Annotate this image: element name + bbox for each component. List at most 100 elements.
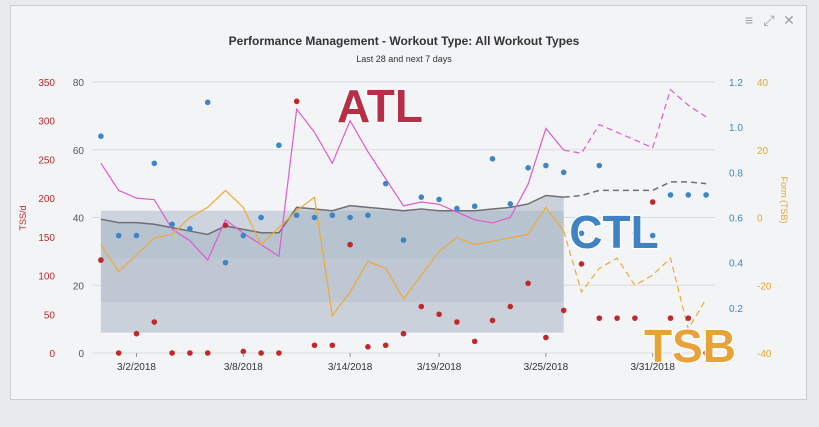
tss-tick-label: 100 xyxy=(38,272,55,283)
if-point xyxy=(98,133,104,139)
close-icon[interactable]: ✕ xyxy=(783,12,795,28)
tsb-line xyxy=(100,189,565,318)
if-point xyxy=(543,162,549,169)
if-point xyxy=(649,232,656,239)
chart-controls: ≡ ⤢ ✕ xyxy=(742,13,796,27)
ctl-tick-label: 60 xyxy=(73,146,85,157)
menu-icon[interactable]: ≡ xyxy=(744,12,754,28)
tss-point xyxy=(311,342,318,349)
if-point xyxy=(685,192,692,198)
tss-point xyxy=(649,199,656,205)
callout-ctl: CTL xyxy=(569,206,658,258)
atl-line-future xyxy=(563,88,707,154)
tss-point xyxy=(667,315,674,321)
if-point xyxy=(311,214,318,221)
atl-line xyxy=(100,107,565,262)
if-tick-label: 1.2 xyxy=(729,78,743,89)
tss-point xyxy=(471,338,478,345)
if-point xyxy=(667,192,674,198)
if-point xyxy=(400,237,407,243)
tss-point xyxy=(560,307,567,314)
tss-point xyxy=(347,241,353,248)
if-point xyxy=(525,165,531,171)
chart-title: Performance Management - Workout Type: A… xyxy=(229,34,580,48)
ctl-line-future xyxy=(563,181,707,198)
tss-point xyxy=(222,222,229,229)
tss-point xyxy=(400,330,407,337)
if-point xyxy=(187,225,193,232)
if-point xyxy=(169,221,175,228)
tss-tick-label: 350 xyxy=(38,78,55,89)
tss-point xyxy=(596,315,603,321)
tsb-tick-label: 0 xyxy=(757,214,763,225)
tss-point xyxy=(525,280,531,287)
tss-point xyxy=(240,348,247,355)
tsb-tick-label: -40 xyxy=(757,349,772,360)
tss-point xyxy=(276,350,282,356)
x-tick-label: 3/31/2018 xyxy=(630,362,675,373)
tss-tick-label: 250 xyxy=(38,155,55,166)
if-point xyxy=(133,232,140,239)
if-point xyxy=(596,162,603,169)
tss-tick-label: 150 xyxy=(38,233,55,244)
ctl-tick-label: 40 xyxy=(73,214,85,225)
if-point xyxy=(489,155,496,162)
tss-point xyxy=(543,334,549,341)
if-point xyxy=(115,232,122,239)
tsb-tick-label: 40 xyxy=(757,78,769,89)
if-point xyxy=(418,194,425,200)
if-point xyxy=(507,201,514,207)
tss-point xyxy=(436,311,442,318)
if-tick-label: 0.4 xyxy=(729,259,743,270)
tss-point xyxy=(418,303,425,310)
if-tick-label: 0.6 xyxy=(729,214,743,225)
if-point xyxy=(204,99,211,106)
x-tick-label: 3/2/2018 xyxy=(117,362,156,373)
if-point xyxy=(560,169,567,176)
x-tick-label: 3/14/2018 xyxy=(328,362,373,373)
if-tick-label: 1.0 xyxy=(729,123,743,134)
right-axis-title: Form (TSB) xyxy=(779,177,789,224)
tss-point xyxy=(187,350,193,356)
tsb-tick-label: -20 xyxy=(757,281,772,292)
tss-point xyxy=(115,350,122,356)
if-point xyxy=(258,214,264,221)
tss-point xyxy=(489,317,496,324)
if-tick-label: 0.8 xyxy=(729,168,743,179)
if-point xyxy=(240,232,247,239)
left-axis-title: TSS/d xyxy=(18,205,28,230)
chart-panel: ≡ ⤢ ✕ xyxy=(10,5,807,400)
tss-point xyxy=(151,319,158,325)
if-point xyxy=(614,230,620,237)
if-point xyxy=(329,212,336,219)
x-tick-label: 3/19/2018 xyxy=(417,362,462,373)
tss-tick-label: 50 xyxy=(44,310,56,321)
tss-point xyxy=(133,330,140,337)
ctl-tick-label: 80 xyxy=(73,78,85,89)
tss-point xyxy=(329,342,336,349)
callout-tsb: TSB xyxy=(644,320,736,372)
tss-point xyxy=(703,350,709,356)
tsb-tick-label: 20 xyxy=(757,146,769,157)
ctl-area xyxy=(100,195,564,333)
tss-point xyxy=(382,342,389,349)
tss-point xyxy=(507,303,514,310)
if-point xyxy=(347,214,353,221)
tss-point xyxy=(169,350,175,356)
if-point xyxy=(632,230,638,237)
if-point xyxy=(454,205,460,212)
chart-subtitle: Last 28 and next 7 days xyxy=(356,54,452,64)
x-tick-label: 3/8/2018 xyxy=(224,362,263,373)
ctl-tick-label: 0 xyxy=(78,349,84,360)
if-tick-label: 0.2 xyxy=(729,304,743,315)
if-point xyxy=(436,196,442,203)
callout-atl: ATL xyxy=(337,80,423,132)
expand-icon[interactable]: ⤢ xyxy=(763,12,775,28)
x-tick-label: 3/25/2018 xyxy=(524,362,569,373)
if-point xyxy=(578,230,585,237)
if-point xyxy=(471,203,478,210)
if-point xyxy=(382,180,389,187)
ctl-tick-label: 20 xyxy=(73,281,85,292)
tss-tick-label: 0 xyxy=(49,349,55,360)
